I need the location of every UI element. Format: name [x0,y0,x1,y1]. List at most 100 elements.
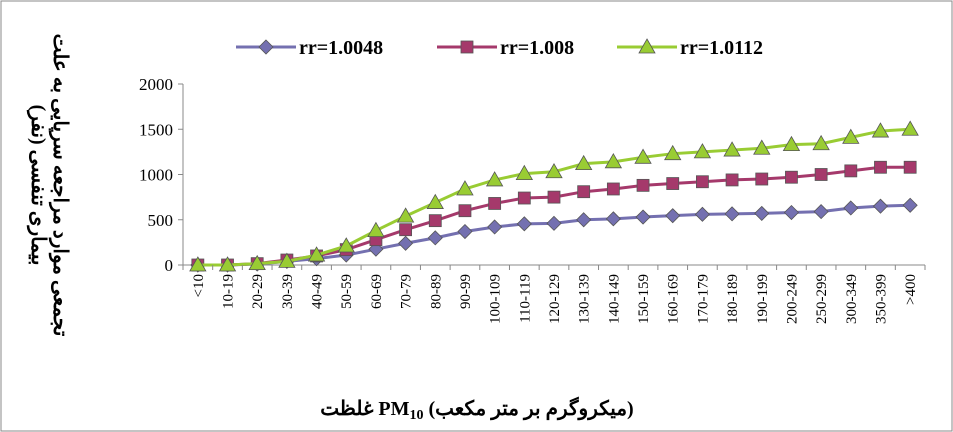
legend-marker [460,40,474,54]
series-3-point [189,256,207,272]
legend: rr=1.0048 rr=1.008 rr=1.0112 [236,37,763,59]
series-1-point [902,197,918,213]
series-2-point [428,214,442,228]
x-tick-label: <10 [191,274,207,297]
legend-item-3: rr=1.0112 [617,37,763,59]
series-2-point [725,173,739,187]
x-tick-label: 140-149 [606,274,622,324]
x-tick-label: 30-39 [280,274,296,309]
x-tick-label: 160-169 [666,274,682,324]
series-3-point [396,207,415,223]
series-3-point [485,171,504,187]
series-2-point [666,177,680,190]
legend-marker [638,38,656,54]
series-3-point [842,128,860,144]
series-3-point [693,143,712,159]
series-2-point [458,204,472,218]
series-2-point [577,185,591,199]
x-tick-label: 350-399 [873,274,889,324]
series-3 [189,120,919,272]
series-2-point [903,160,917,174]
series-1-point [724,206,740,222]
y-tick-label: 1500 [139,120,173,139]
y-axis-title-line1: تجمعی موارد مراجعه سرپایی به علت [48,34,71,337]
y-axis-title: تجمعی موارد مراجعه سرپایی به علت بیماری … [26,34,71,337]
x-axis-ticks: <10 10-19 20-29 30-39 40-49 50-59 60-69 70-79 80… [182,265,926,324]
series-1-point [398,235,414,251]
x-tick-label: 180-189 [725,274,741,324]
series-3-point [248,254,266,271]
series-1-point [813,204,829,220]
series-3-point [664,144,682,161]
series-2-point [874,160,887,174]
y-axis-ticks: 0 500 1000 1500 2000 [139,75,183,275]
series-3-point [871,122,890,138]
x-axis-title-unit: (میکروگرم بر متر مکعب) [429,396,634,421]
x-tick-label: 90-99 [458,274,474,309]
series-2-point [517,191,531,205]
series-3-point [367,221,385,238]
legend-label: rr=1.0048 [299,37,383,59]
legend-item-1: rr=1.0048 [236,37,383,59]
x-tick-label: 130-139 [577,274,593,324]
series-2-point [636,178,650,192]
x-axis-title: غلظت PM10 (میکروگرم بر متر مکعب) [320,396,633,423]
y-tick-label: 0 [165,256,174,275]
series-3-point [337,237,355,253]
series-2-point [547,190,561,204]
series-1-point [487,219,503,235]
series-2-point [488,197,502,210]
x-tick-label: 70-79 [399,274,415,309]
series-1-point [576,212,592,228]
series-1-point [754,205,770,221]
series-3-point [545,162,563,179]
series-2-point [606,182,620,196]
series-2-point [755,172,769,186]
x-tick-label: 120-129 [547,274,563,324]
legend-marker [258,39,274,55]
series-3-point [456,180,474,196]
series-1-point [635,209,651,225]
x-tick-label: 60-69 [369,274,385,309]
legend-label: rr=1.008 [500,37,574,59]
y-tick-label: 2000 [139,75,173,94]
series-3-point [426,193,444,209]
y-tick-label: 500 [148,211,174,230]
series-2-point [696,175,709,189]
series-1-point [665,208,681,224]
series-2-point [814,168,828,181]
series-3-point [901,120,919,136]
series-3-point [604,153,623,169]
plot-area [182,84,925,273]
legend-label: rr=1.0112 [680,37,763,59]
x-tick-label: 110-119 [517,274,533,323]
series-3-point [782,135,801,152]
x-tick-label: 170-179 [695,274,711,324]
series-1-point [457,223,473,240]
series-3-point [812,134,830,151]
x-tick-label: 100-109 [488,274,504,324]
series-2-point [844,164,858,178]
x-tick-label: 150-159 [636,274,652,324]
series-1-point [843,200,859,216]
series-3-point [307,246,326,262]
x-tick-label: 20-29 [250,274,266,309]
series-1-point [872,198,889,214]
series-1-point [694,206,710,222]
x-tick-label: 80-89 [428,274,444,309]
series-1-point [783,204,800,221]
series-2-point [399,223,413,237]
x-tick-label: 10-19 [221,274,237,309]
series-1-point [427,230,443,246]
x-tick-label: 250-299 [814,274,830,324]
series-1-point [605,211,621,227]
x-tick-label: 300-349 [844,274,860,324]
series-3-point [723,141,741,157]
x-tick-label: >400 [903,274,919,305]
x-tick-label: 50-59 [339,274,355,309]
legend-item-2: rr=1.008 [437,37,574,59]
x-tick-label: 200-249 [784,274,800,324]
series-3-point [634,148,652,164]
y-axis-title-line2: بیماری تنفسی (نفر) [26,105,49,266]
series-2-point [785,170,798,184]
